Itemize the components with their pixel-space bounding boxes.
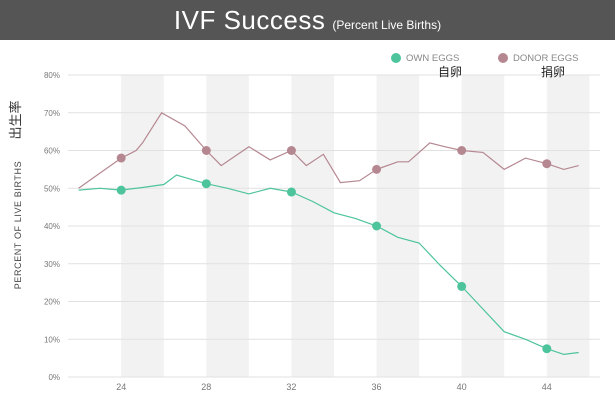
x-tick-label: 28	[201, 382, 211, 392]
marker-donor-eggs-32	[286, 146, 296, 155]
y-tick-label: 70%	[44, 109, 60, 118]
x-tick-label: 32	[286, 382, 296, 392]
legend-own-eggs-label-cn: 自卵	[438, 65, 462, 79]
y-tick-label: 20%	[44, 298, 60, 307]
title-bar: IVF Success (Percent Live Births)	[0, 0, 615, 40]
chart-subtitle: (Percent Live Births)	[332, 17, 442, 32]
marker-own-eggs-44	[542, 344, 552, 354]
legend-own-eggs-marker	[391, 53, 401, 63]
y-axis-label: PERCENT OF LIVE BIRTHS	[13, 161, 23, 289]
y-tick-label: 50%	[44, 184, 60, 193]
marker-donor-eggs-40	[457, 146, 467, 155]
x-tick-label: 24	[116, 382, 126, 392]
y-tick-label: 10%	[44, 335, 60, 344]
y-tick-label: 30%	[44, 260, 60, 269]
marker-own-eggs-28	[201, 179, 211, 189]
y-tick-label: 40%	[44, 222, 60, 231]
marker-donor-eggs-24	[116, 153, 126, 163]
x-tick-label: 36	[372, 382, 382, 392]
legend-own-eggs-label: OWN EGGS	[406, 53, 459, 64]
legend-donor-eggs-label: DONOR EGGS	[513, 53, 578, 64]
chart-title: IVF Success	[173, 4, 326, 35]
legend-donor-eggs-marker	[498, 53, 508, 63]
y-axis-label-cn: 出生率	[8, 100, 24, 139]
marker-donor-eggs-28	[201, 146, 211, 155]
series-line-donor-eggs	[78, 111, 579, 189]
y-tick-label: 0%	[48, 373, 60, 382]
marker-own-eggs-36	[372, 221, 382, 231]
x-tick-label: 44	[542, 382, 552, 392]
marker-donor-eggs-36	[372, 164, 382, 174]
y-tick-label: 60%	[44, 147, 60, 156]
y-tick-label: 80%	[44, 71, 60, 80]
legend: OWN EGGS 自卵 DONOR EGGS 捐卵	[391, 53, 578, 79]
series-line-own-eggs	[78, 174, 579, 356]
marker-own-eggs-32	[286, 187, 296, 197]
legend-donor-eggs-label-cn: 捐卵	[541, 65, 565, 79]
marker-own-eggs-40	[457, 281, 467, 291]
x-tick-label: 40	[457, 382, 467, 392]
marker-donor-eggs-44	[542, 159, 552, 169]
marker-own-eggs-24	[116, 185, 126, 195]
